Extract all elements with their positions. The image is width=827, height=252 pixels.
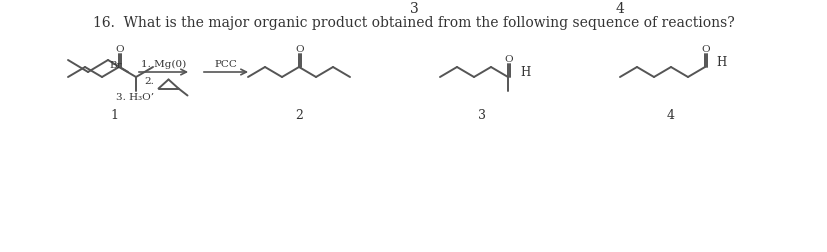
Text: O: O (504, 54, 513, 64)
Text: 1. Mg(0): 1. Mg(0) (141, 60, 186, 69)
Text: 2: 2 (294, 109, 303, 122)
Text: H: H (715, 55, 726, 69)
Text: O: O (295, 45, 304, 53)
Text: H: H (520, 66, 530, 79)
Text: Br: Br (109, 61, 122, 70)
Text: 3. H₃O’: 3. H₃O’ (117, 93, 155, 103)
Text: 4: 4 (667, 109, 674, 122)
Text: 4: 4 (614, 2, 624, 16)
Text: O: O (700, 45, 710, 53)
Text: PCC: PCC (214, 60, 237, 69)
Text: 16.  What is the major organic product obtained from the following sequence of r: 16. What is the major organic product ob… (93, 16, 734, 30)
Text: 1: 1 (110, 109, 118, 122)
Text: O: O (116, 45, 124, 53)
Text: 3: 3 (409, 2, 418, 16)
Text: 2.: 2. (145, 78, 155, 86)
Text: 3: 3 (478, 109, 486, 122)
